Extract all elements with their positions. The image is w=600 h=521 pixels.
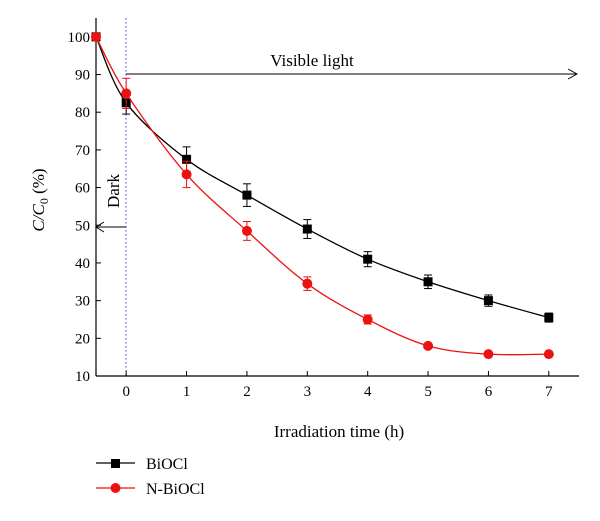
x-tick-label: 3 (304, 384, 312, 400)
data-point (121, 88, 132, 99)
data-point (181, 169, 192, 180)
data-point (543, 349, 554, 360)
y-tick-label: 10 (75, 369, 90, 385)
legend-item-biocl: BiOCl (96, 456, 188, 473)
series-line-n-biocl (95, 36, 549, 356)
x-tick-label: 1 (183, 384, 191, 400)
y-tick-label: 50 (75, 218, 90, 234)
visible-light-annotation: Visible light (126, 51, 579, 80)
y-tick-label: 20 (75, 331, 90, 347)
data-point (423, 277, 433, 287)
y-tick-label: 80 (75, 105, 90, 121)
data-point (362, 314, 373, 325)
data-point (544, 313, 554, 323)
y-ticks: 10 20 30 40 50 60 70 80 90 100 (68, 30, 101, 385)
visible-light-label: Visible light (270, 51, 354, 70)
y-tick-label: 40 (75, 256, 90, 272)
x-tick-label: 7 (545, 384, 553, 400)
dark-arrowhead (95, 221, 105, 233)
x-tick-label: 2 (243, 384, 251, 400)
data-point (241, 225, 252, 236)
legend-item-n-biocl: N-BiOCl (96, 481, 205, 498)
data-point (182, 154, 192, 164)
series-layer (91, 31, 554, 360)
y-tick-label: 100 (68, 30, 91, 46)
dark-label: Dark (104, 174, 123, 208)
legend-label-biocl: BiOCl (146, 456, 188, 473)
y-tick-label: 30 (75, 294, 90, 310)
x-tick-label: 0 (122, 384, 130, 400)
plot-frame (95, 18, 579, 377)
data-point (302, 224, 312, 234)
data-point (242, 190, 252, 200)
y-tick-label: 60 (75, 181, 90, 197)
legend-marker-biocl (111, 459, 120, 468)
y-axis-title-unit: (%) (29, 168, 48, 198)
y-axis-title-sub: 0 (37, 198, 51, 204)
legend: BiOCl N-BiOCl (96, 456, 205, 498)
data-point (91, 31, 101, 42)
series-biocl (91, 32, 554, 323)
data-point (483, 349, 494, 360)
series-n-biocl (91, 31, 554, 360)
legend-label-n-biocl: N-BiOCl (146, 481, 205, 498)
data-point (302, 278, 313, 289)
data-point (363, 254, 373, 264)
dark-annotation: Dark (95, 174, 126, 233)
data-point (483, 296, 493, 306)
x-ticks: 0 1 2 3 4 5 6 7 (122, 371, 553, 400)
y-tick-label: 90 (75, 68, 90, 84)
x-tick-label: 5 (424, 384, 432, 400)
x-tick-label: 4 (364, 384, 372, 400)
data-point (423, 340, 434, 351)
y-axis-title: C/C0 (%) (29, 168, 51, 231)
y-tick-label: 70 (75, 143, 90, 159)
y-axis-title-main: C/C (29, 204, 48, 232)
visible-light-arrowhead (567, 68, 579, 80)
x-axis-title: Irradiation time (h) (274, 422, 404, 441)
legend-marker-n-biocl (110, 483, 121, 493)
series-line-biocl (95, 36, 549, 319)
x-tick-label: 6 (485, 384, 493, 400)
